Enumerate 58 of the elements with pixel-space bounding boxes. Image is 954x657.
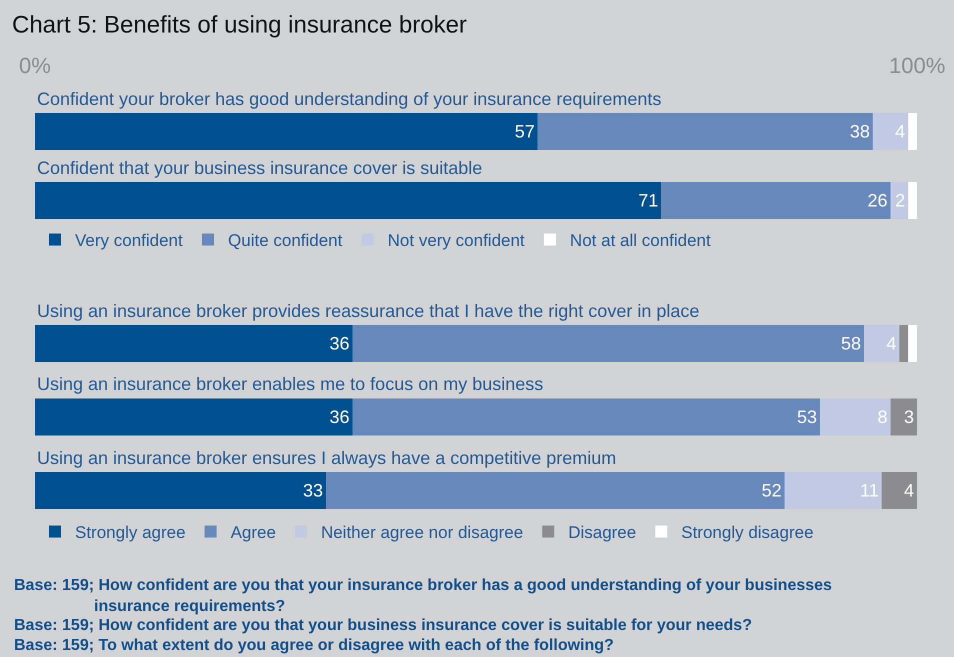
data-label: 26 [868, 190, 888, 210]
bar [35, 398, 353, 436]
data-label: 8 [878, 407, 888, 427]
bar [908, 325, 917, 362]
data-label: 36 [329, 334, 350, 354]
legend-label: Not very confident [388, 231, 525, 250]
bar [890, 182, 908, 219]
bar [890, 398, 917, 436]
y-tick-label: Using an insurance broker provides reassurance that I have the right cover in place [37, 301, 700, 321]
data-label: 53 [796, 407, 817, 427]
data-label: 4 [904, 480, 914, 500]
data-label: 2 [895, 190, 906, 210]
legend-label: Quite confident [228, 231, 343, 250]
bar [882, 472, 917, 509]
bar [35, 325, 353, 362]
bar [899, 325, 908, 362]
bar [352, 398, 820, 436]
text: Base: 159; To what extent do you agree or disagree with each of the following? [14, 637, 614, 654]
legend-label: Disagree [568, 523, 636, 542]
data-label: 36 [329, 407, 350, 427]
data-label: 4 [895, 122, 906, 142]
bar [784, 472, 882, 509]
bar [352, 325, 864, 362]
text: Base: 159; How confident are you that your insurance broker has a good understanding of your businesses insurance requirements? [14, 577, 832, 615]
bar [35, 182, 662, 219]
legend-label: Agree [230, 523, 276, 542]
x-tick-label: 0% [19, 53, 51, 78]
x-tick-label: 100% [889, 53, 946, 78]
bar [908, 182, 917, 219]
y-tick-label: Using an insurance broker ensures I always have a competitive premium [37, 448, 616, 468]
text: Base: 159; How confident are you that your business insurance cover is suitable for your needs? [14, 617, 752, 634]
bar [661, 182, 891, 219]
legend-label: Very confident [75, 231, 184, 250]
data-label: 4 [886, 334, 896, 354]
legend-label: Strongly agree [75, 523, 186, 542]
data-label: 3 [904, 407, 914, 427]
bar [820, 398, 891, 436]
bar [35, 472, 326, 509]
data-label: 11 [860, 480, 879, 500]
data-label: 57 [514, 122, 535, 142]
bar [35, 113, 538, 150]
bar [908, 113, 917, 150]
y-tick-label: Confident that your business insurance cover is suitable [37, 158, 482, 178]
data-label: 33 [303, 480, 324, 500]
legend-label: Neither agree nor disagree [320, 523, 524, 542]
data-label: 38 [850, 122, 870, 142]
legend-label: Not at all confident [570, 231, 712, 250]
bar [864, 325, 900, 362]
data-label: 52 [762, 480, 782, 500]
data-label: 58 [841, 334, 862, 354]
data-label: 71 [638, 190, 658, 210]
legend-label: Strongly disagree [681, 523, 814, 542]
bar [326, 472, 785, 509]
y-tick-label: Confident your broker has good understanding of your insurance requirements [37, 89, 662, 109]
y-tick-label: Using an insurance broker enables me to focus on my business [37, 374, 544, 394]
chart-title: Chart 5: Benefits of using insurance broker [12, 11, 467, 38]
bar [538, 113, 873, 150]
bar [872, 113, 908, 150]
